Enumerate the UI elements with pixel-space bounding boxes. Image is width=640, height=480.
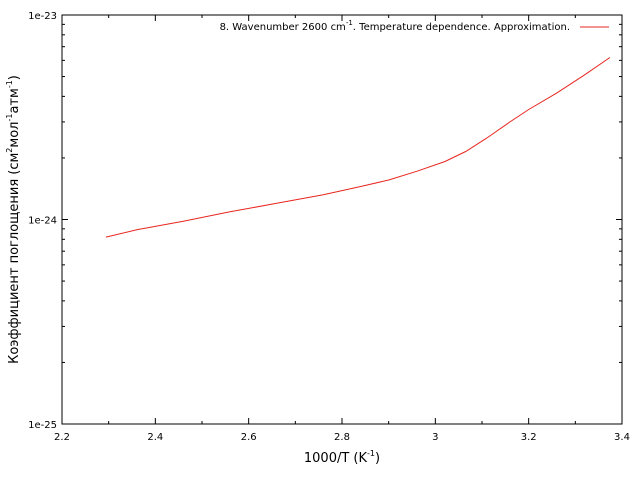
x-tick-label: 3 [432, 432, 438, 443]
y-tick-label: 1e-25 [28, 420, 57, 431]
x-tick-label: 3.4 [614, 432, 630, 443]
y-tick-label: 1e-24 [28, 216, 57, 227]
series-line [105, 57, 611, 238]
x-tick-label: 2.4 [147, 432, 163, 443]
legend-label: 8. Wavenumber 2600 cm-1. Temperature dep… [220, 19, 570, 33]
plot-frame [61, 14, 623, 425]
x-tick-label: 2.6 [241, 432, 257, 443]
x-axis-title: 1000/T (K-1) [304, 449, 380, 466]
y-axis-title: Коэффициент поглощения (см2мол-1атм-1) [5, 75, 22, 364]
x-tick-label: 2.8 [334, 432, 350, 443]
y-tick-label: 1e-23 [28, 11, 57, 22]
x-tick-label: 2.2 [54, 432, 70, 443]
x-tick-label: 3.2 [521, 432, 537, 443]
